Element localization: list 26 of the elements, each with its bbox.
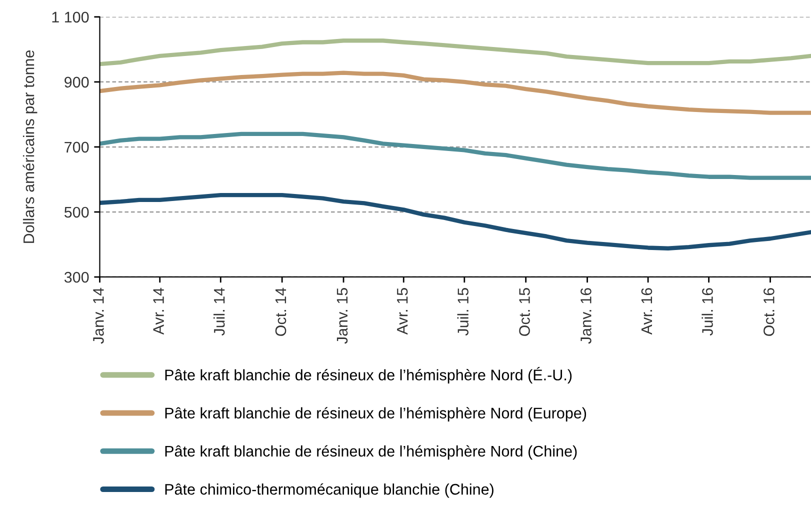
x-tick-label: Oct. 16 — [764, 288, 774, 336]
legend-label: Pâte chimico-thermomécanique blanchie (Chine) — [165, 483, 494, 498]
y-tick-label: 300 — [64, 272, 89, 283]
x-tick-label: Avr. 14 — [153, 288, 164, 335]
line-series — [100, 70, 811, 115]
y-tick-label: 500 — [64, 206, 89, 218]
x-tick-label: Janv. 16 — [580, 288, 592, 344]
line-series — [100, 192, 811, 250]
x-tick-label: Juil. 16 — [702, 288, 713, 336]
y-tick-label: 900 — [64, 76, 89, 88]
x-tick-label: Janv. 14 — [93, 288, 104, 344]
y-tick-label: 1 100 — [52, 12, 89, 23]
y-axis-title: Dollars américains par tonne — [22, 50, 38, 243]
x-tick-label: Oct. 15 — [519, 288, 530, 336]
line-series — [100, 38, 811, 66]
x-tick-label: Juil. 14 — [214, 288, 225, 336]
legend-label: Pâte kraft blanchie de résineux de l’hémisphère Nord (Europe) — [165, 407, 586, 422]
x-tick-label: Avr. 16 — [641, 288, 652, 335]
x-tick-label: Janv. 15 — [336, 288, 348, 344]
x-tick-label: Avr. 15 — [397, 288, 408, 335]
legend-label: Pâte kraft blanchie de résineux de l’hémisphère Nord (Chine) — [165, 445, 577, 460]
legend-label: Pâte kraft blanchie de résineux de l’hémisphère Nord (É.-U.) — [165, 367, 572, 384]
y-tick-label: 700 — [64, 142, 89, 153]
x-tick-label: Oct. 14 — [275, 288, 286, 336]
x-tick-label: Juil. 15 — [457, 288, 468, 336]
line-series — [100, 132, 811, 180]
